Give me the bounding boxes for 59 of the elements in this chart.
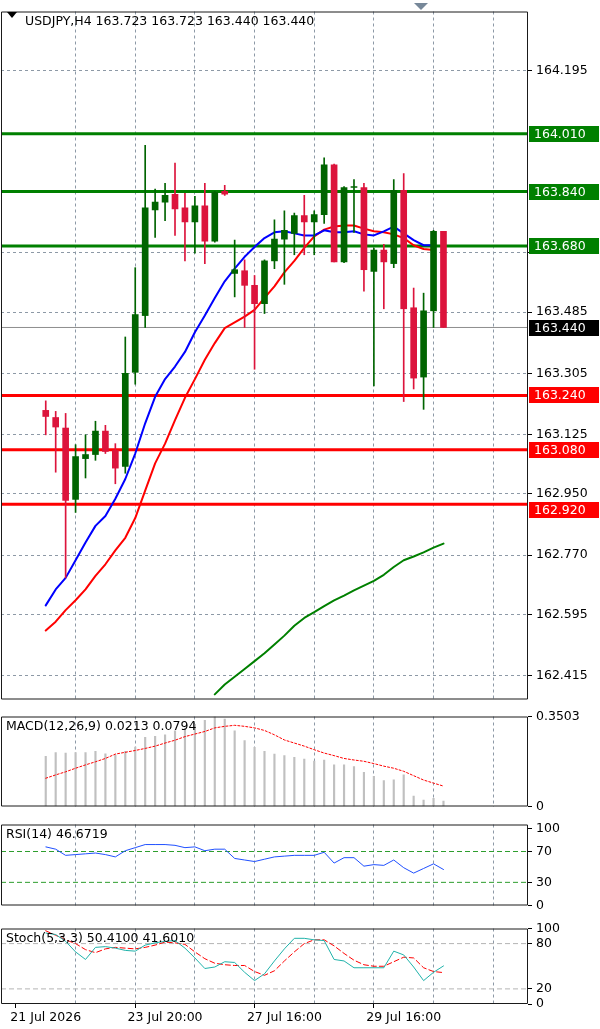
bar [154, 736, 157, 807]
y-tick-label: 162.595 [536, 605, 588, 621]
ref-line-label: 163.080 [534, 441, 586, 457]
bar [223, 718, 226, 807]
bar [203, 720, 206, 807]
chart-title: MACD(12,26,9) 0.0213 0.0794 [6, 717, 197, 733]
bar [233, 730, 236, 807]
y-tick-label: 163.125 [536, 425, 588, 441]
bar [392, 779, 395, 807]
x-tick-label: 27 Jul 16:00 [246, 1008, 322, 1024]
candlestick [310, 210, 318, 256]
candlestick [300, 194, 308, 256]
ref-line-label: 163.240 [534, 386, 586, 402]
bar [442, 800, 445, 807]
y-tick-label: 0 [536, 896, 544, 912]
ref-line-label: 163.840 [534, 183, 586, 199]
bar [253, 747, 256, 807]
y-tick-label: 0.3503 [536, 707, 580, 723]
y-tick-label: 100 [536, 919, 560, 935]
ref-line-label: 163.440 [534, 319, 586, 335]
bar [74, 752, 77, 807]
candlestick [350, 179, 358, 233]
ref-line-label: 164.010 [534, 125, 586, 141]
y-tick-label: 0 [536, 995, 544, 1011]
x-tick-label: 29 Jul 16:00 [366, 1008, 442, 1024]
x-tick-label: 21 Jul 2026 [10, 1008, 82, 1024]
candlestick [52, 411, 60, 473]
y-tick-label: 162.950 [536, 485, 588, 501]
bar [94, 750, 97, 807]
x-tick-label: 23 Jul 20:00 [127, 1008, 203, 1024]
bar [263, 750, 266, 807]
y-tick-label: 20 [536, 980, 552, 996]
candlestick [231, 239, 238, 298]
candlestick [42, 400, 50, 436]
y-tick-label: 100 [536, 819, 560, 835]
y-tick-label: 164.195 [536, 62, 588, 78]
ref-line-label: 163.680 [534, 237, 586, 253]
bar [243, 740, 246, 807]
bar [173, 730, 177, 807]
bar [273, 753, 276, 807]
bar [293, 757, 296, 807]
candlestick [380, 243, 388, 310]
chart-title: USDJPY,H4 163.723 163.723 163.440 163.440 [25, 12, 315, 28]
bar [84, 752, 87, 807]
chart-title: RSI(14) 46.6719 [6, 825, 108, 841]
y-tick-label: 70 [536, 842, 552, 858]
y-tick-label: 163.485 [536, 303, 588, 319]
y-tick-label: 163.305 [536, 364, 588, 380]
bar [163, 734, 167, 807]
bar [283, 755, 286, 807]
y-tick-label: 30 [536, 873, 552, 889]
y-tick-label: 80 [536, 934, 552, 950]
candlestick [370, 247, 378, 387]
y-tick-label: 162.415 [536, 666, 588, 682]
y-tick-label: 162.770 [536, 546, 588, 562]
ref-line-label: 162.920 [534, 501, 586, 517]
bar [432, 797, 435, 807]
bar [352, 766, 356, 807]
y-tick-label: 0 [536, 797, 544, 813]
